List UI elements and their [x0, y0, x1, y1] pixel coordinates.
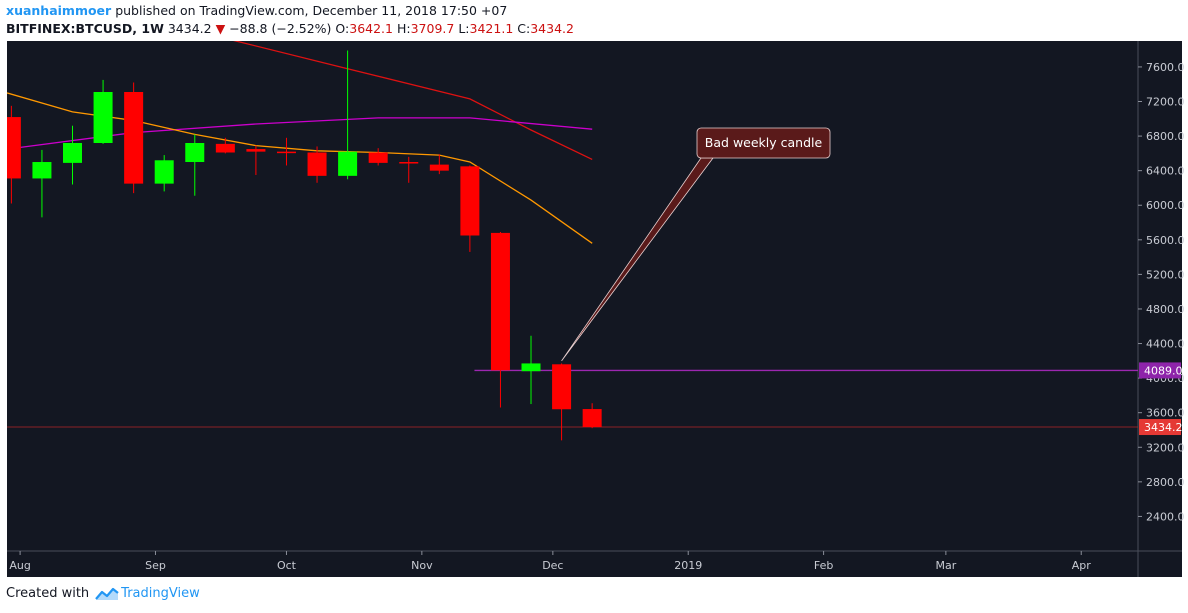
- candle-body: [215, 143, 235, 153]
- close-label: C:: [517, 21, 531, 36]
- low-value: 3421.1: [469, 21, 514, 36]
- candle-body: [521, 363, 541, 372]
- tradingview-logo-icon: [95, 587, 119, 600]
- candle-body: [368, 152, 388, 163]
- candle-body: [338, 151, 358, 176]
- x-tick-label: Feb: [814, 559, 833, 572]
- footer: Created with TradingView: [6, 586, 200, 601]
- candle-body: [460, 166, 480, 236]
- candle-body: [276, 151, 296, 154]
- x-tick-label: Mar: [935, 559, 956, 572]
- candle-body: [307, 152, 327, 176]
- y-tick-label: 2800.0: [1146, 476, 1185, 489]
- x-tick-label: Aug: [9, 559, 30, 572]
- high-value: 3709.7: [410, 21, 455, 36]
- symbol-legend: BITFINEX:BTCUSD, 1W 3434.2 ▼ −88.8 (−2.5…: [6, 21, 574, 36]
- change-text: −88.8 (−2.52%): [229, 21, 332, 36]
- candle-body: [429, 164, 449, 171]
- candle-body: [185, 143, 205, 163]
- callout-text: Bad weekly candle: [705, 135, 823, 150]
- x-tick-label: Apr: [1072, 559, 1092, 572]
- created-with-text: Created with: [6, 586, 90, 601]
- candle-body: [154, 160, 174, 184]
- candle-body: [490, 232, 510, 371]
- ma-slow-line: [233, 41, 593, 160]
- x-tick-label: Oct: [277, 559, 297, 572]
- candle-body: [124, 92, 144, 184]
- open-label: O:: [335, 21, 350, 36]
- last-price-tag-bg: [1139, 419, 1181, 436]
- plot-background: [7, 41, 1138, 551]
- author-link[interactable]: xuanhaimmoer: [6, 3, 112, 18]
- candle-body: [7, 117, 21, 179]
- candle-body: [552, 364, 572, 410]
- candle-body: [399, 162, 419, 164]
- y-tick-label: 3200.0: [1146, 441, 1185, 454]
- symbol-label: BITFINEX:BTCUSD, 1W: [6, 21, 164, 36]
- open-value: 3642.1: [349, 21, 393, 36]
- tradingview-brand[interactable]: TradingView: [121, 586, 200, 601]
- y-tick-label: 6800.0: [1146, 130, 1185, 143]
- support-price-tag-bg: [1139, 362, 1181, 379]
- candle-body: [63, 143, 83, 163]
- y-tick-label: 6000.0: [1146, 199, 1185, 212]
- candle-body: [32, 162, 52, 179]
- x-tick-label: Sep: [145, 559, 166, 572]
- candle-body: [582, 409, 602, 428]
- last-price-tag: 3434.2: [1144, 421, 1183, 434]
- y-tick-label: 2400.0: [1146, 510, 1185, 523]
- plot-layer: Bad weekly candle: [7, 41, 1138, 441]
- y-tick-label: 4800.0: [1146, 303, 1185, 316]
- time-axis-background: [7, 551, 1182, 577]
- published-text: published on TradingView.com, December 1…: [115, 3, 508, 18]
- down-arrow-icon: ▼: [215, 21, 226, 36]
- close-value: 3434.2: [530, 21, 574, 36]
- x-tick-label: Nov: [411, 559, 433, 572]
- y-tick-label: 7200.0: [1146, 96, 1185, 109]
- x-tick-label: 2019: [674, 559, 702, 572]
- price-axis-background: [1138, 41, 1182, 551]
- high-label: H:: [396, 21, 411, 36]
- callout-box: [696, 127, 831, 159]
- candle-body: [93, 92, 113, 143]
- y-tick-label: 3600.0: [1146, 407, 1185, 420]
- x-tick-label: Dec: [542, 559, 563, 572]
- y-tick-label: 6400.0: [1146, 165, 1185, 178]
- support-price-tag: 4089.0: [1144, 364, 1183, 377]
- y-tick-label: 5600.0: [1146, 234, 1185, 247]
- y-tick-label: 4400.0: [1146, 338, 1185, 351]
- publisher-line: xuanhaimmoer published on TradingView.co…: [6, 3, 507, 18]
- last-price-text: 3434.2: [167, 21, 212, 36]
- y-tick-label: 5200.0: [1146, 268, 1185, 281]
- y-tick-label: 7600.0: [1146, 61, 1185, 74]
- candle-body: [246, 149, 266, 152]
- low-label: L:: [458, 21, 470, 36]
